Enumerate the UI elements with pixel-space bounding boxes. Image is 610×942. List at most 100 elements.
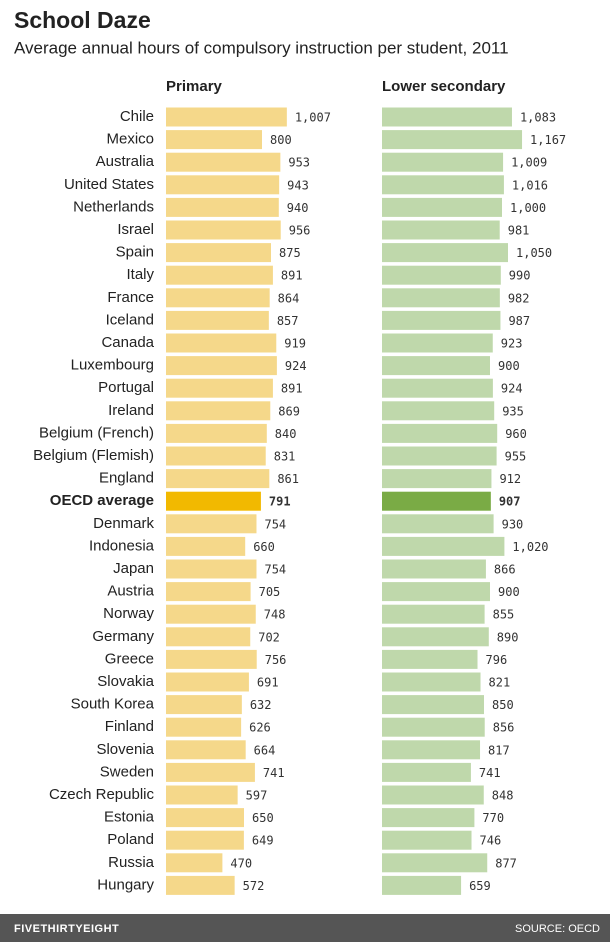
bar	[166, 717, 242, 737]
footer	[0, 914, 610, 942]
value-label: 912	[499, 472, 521, 486]
bar	[166, 830, 244, 850]
value-label: 943	[287, 178, 309, 192]
bar	[382, 717, 485, 737]
category-label: Australia	[96, 153, 155, 170]
value-label: 981	[508, 224, 530, 238]
category-label: Slovenia	[96, 741, 154, 758]
value-label: 840	[275, 427, 297, 441]
bar	[166, 378, 273, 398]
value-label: 864	[278, 291, 300, 305]
category-label: Iceland	[106, 311, 154, 328]
bar	[166, 514, 257, 534]
category-label: Italy	[126, 266, 154, 283]
value-label: 754	[264, 563, 286, 577]
brand: FIVETHIRTYEIGHT	[14, 923, 119, 935]
bar	[382, 446, 497, 466]
value-label: 470	[230, 856, 252, 870]
value-label: 990	[509, 269, 531, 283]
bar	[166, 808, 244, 828]
bar	[382, 853, 488, 873]
bar	[166, 265, 273, 285]
value-label: 855	[493, 608, 515, 622]
chart-subtitle: Average annual hours of compulsory instr…	[14, 38, 509, 57]
value-label: 800	[270, 133, 292, 147]
bar	[382, 130, 523, 150]
category-label: Mexico	[106, 131, 154, 148]
category-label: Japan	[113, 560, 154, 577]
bar	[166, 875, 235, 895]
bar	[166, 333, 277, 353]
value-label: 857	[277, 314, 299, 328]
bar	[382, 197, 502, 217]
source: SOURCE: OECD	[515, 923, 600, 935]
value-label: 890	[497, 630, 519, 644]
value-label: 748	[264, 608, 286, 622]
bar	[382, 401, 495, 421]
bar	[382, 559, 486, 579]
bar	[382, 627, 489, 647]
bar	[382, 175, 504, 195]
bar	[382, 740, 481, 760]
category-label: Estonia	[104, 809, 155, 826]
bar	[382, 536, 505, 556]
bar	[382, 107, 512, 127]
value-label: 741	[479, 766, 501, 780]
value-label: 705	[259, 585, 281, 599]
value-label: 702	[258, 630, 280, 644]
bar	[382, 378, 493, 398]
category-label: France	[107, 289, 154, 306]
bar	[166, 356, 277, 376]
category-label: Austria	[107, 583, 154, 600]
chart-title: School Daze	[14, 7, 151, 33]
bar	[166, 152, 281, 172]
category-label: Germany	[92, 628, 154, 645]
value-label: 940	[287, 201, 309, 215]
value-label: 891	[281, 269, 303, 283]
value-label: 660	[253, 540, 275, 554]
bar	[166, 446, 266, 466]
value-label: 632	[250, 698, 272, 712]
value-label: 1,167	[530, 133, 566, 147]
value-label: 626	[249, 721, 271, 735]
value-label: 924	[285, 359, 307, 373]
bar	[382, 152, 504, 172]
bar	[166, 288, 270, 308]
value-label: 956	[289, 224, 311, 238]
value-label: 960	[505, 427, 527, 441]
category-label: Finland	[105, 718, 154, 735]
category-label: Sweden	[100, 763, 154, 780]
value-label: 987	[508, 314, 530, 328]
value-label: 754	[264, 517, 286, 531]
bar	[166, 740, 246, 760]
value-label: 1,050	[516, 246, 552, 260]
category-label: Poland	[107, 831, 154, 848]
bar	[166, 649, 257, 669]
value-label: 572	[243, 879, 265, 893]
category-label: Belgium (French)	[39, 424, 154, 441]
category-label: Israel	[117, 221, 154, 238]
category-label: Belgium (Flemish)	[33, 447, 154, 464]
value-label: 935	[502, 404, 524, 418]
bar	[166, 401, 271, 421]
bar	[382, 649, 478, 669]
bar	[382, 830, 472, 850]
value-label: 691	[257, 676, 279, 690]
category-label: Hungary	[97, 876, 154, 893]
bar	[166, 853, 223, 873]
bar	[382, 333, 493, 353]
bar	[382, 672, 481, 692]
bar	[382, 310, 501, 330]
bar	[382, 785, 484, 805]
bar	[382, 469, 492, 489]
category-label: Canada	[101, 334, 154, 351]
value-label: 650	[252, 811, 274, 825]
value-label: 746	[480, 834, 502, 848]
category-label: Slovakia	[97, 673, 154, 690]
bar	[382, 762, 471, 782]
bar	[166, 672, 249, 692]
panel-header: Lower secondary	[382, 78, 506, 95]
value-label: 597	[246, 789, 268, 803]
value-label: 1,009	[511, 156, 547, 170]
